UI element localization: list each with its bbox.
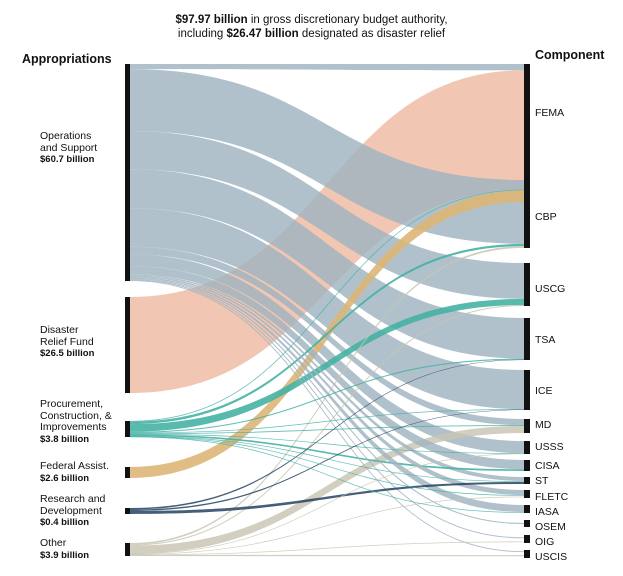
target-label-ice: ICE <box>535 385 553 397</box>
target-bar-md <box>524 419 530 433</box>
source-label-line: Improvements <box>40 422 112 434</box>
source-label-operations-support: Operations and Support $60.7 billion <box>40 131 97 166</box>
target-bar-osem <box>524 520 530 527</box>
target-label-st: ST <box>535 475 548 487</box>
title-line-2: including $26.47 billion designated as d… <box>0 27 623 41</box>
component-header: Component <box>535 48 604 62</box>
target-bar-usss <box>524 441 530 454</box>
target-bar-uscg <box>524 263 530 306</box>
source-amount: $3.8 billion <box>40 434 112 446</box>
target-label-cisa: CISA <box>535 460 560 472</box>
target-label-tsa: TSA <box>535 334 555 346</box>
target-bar-fletc <box>524 490 530 498</box>
title-disaster-amount: $26.47 billion <box>226 28 298 40</box>
source-label-line: Operations <box>40 131 97 143</box>
source-label-line: Research and <box>40 494 105 506</box>
target-bar-uscis <box>524 550 530 558</box>
source-amount: $26.5 billion <box>40 348 94 360</box>
source-bar-pci <box>125 421 130 437</box>
source-amount: $60.7 billion <box>40 154 97 166</box>
target-label-uscis: USCIS <box>535 551 567 563</box>
target-label-osem: OSEM <box>535 521 566 533</box>
source-bar-ops <box>125 64 130 281</box>
source-label-other: Other $3.9 billion <box>40 538 89 561</box>
source-label-line: Federal Assist. <box>40 461 109 473</box>
target-label-md: MD <box>535 419 551 431</box>
diagram-title: $97.97 billion in gross discretionary bu… <box>0 13 623 41</box>
target-label-cbp: CBP <box>535 211 557 223</box>
target-bar-cisa <box>524 460 530 471</box>
target-bar-oig <box>524 535 530 543</box>
title-line-1: $97.97 billion in gross discretionary bu… <box>0 13 623 27</box>
target-label-fletc: FLETC <box>535 491 568 503</box>
source-label-federal-assistance: Federal Assist. $2.6 billion <box>40 461 109 484</box>
appropriations-header: Appropriations <box>22 52 112 66</box>
target-bar-tsa <box>524 318 530 360</box>
source-bar-fa <box>125 467 130 478</box>
target-label-iasa: IASA <box>535 506 559 518</box>
source-amount: $3.9 billion <box>40 550 89 562</box>
flow-ops-to-fema <box>130 64 524 70</box>
source-label-line: Relief Fund <box>40 337 94 349</box>
title-line-2-prefix: including <box>178 28 227 40</box>
source-label-line: Other <box>40 538 89 550</box>
target-label-oig: OIG <box>535 536 554 548</box>
source-label-line: Disaster <box>40 325 94 337</box>
target-label-usss: USSS <box>535 441 564 453</box>
source-bar-other <box>125 543 130 556</box>
target-bar-st <box>524 477 530 484</box>
source-label-line: Development <box>40 506 105 518</box>
source-label-research-development: Research and Development $0.4 billion <box>40 494 105 529</box>
target-bar-ice <box>524 370 530 410</box>
source-amount: $0.4 billion <box>40 517 105 529</box>
source-bar-rd <box>125 508 130 514</box>
target-bar-cbp <box>524 180 530 248</box>
title-total-amount: $97.97 billion <box>175 14 247 26</box>
title-line-2-text: designated as disaster relief <box>299 28 445 40</box>
source-label-line: Procurement, <box>40 399 112 411</box>
target-label-uscg: USCG <box>535 283 565 295</box>
title-line-1-text: in gross discretionary budget authority, <box>248 14 448 26</box>
target-bar-iasa <box>524 505 530 513</box>
source-label-line: and Support <box>40 143 97 155</box>
source-label-disaster-relief-fund: Disaster Relief Fund $26.5 billion <box>40 325 94 360</box>
source-amount: $2.6 billion <box>40 473 109 485</box>
flow-links <box>130 64 524 556</box>
source-bar-drf <box>125 297 130 393</box>
target-label-fema: FEMA <box>535 107 564 119</box>
source-label-procurement: Procurement, Construction, & Improvement… <box>40 399 112 445</box>
